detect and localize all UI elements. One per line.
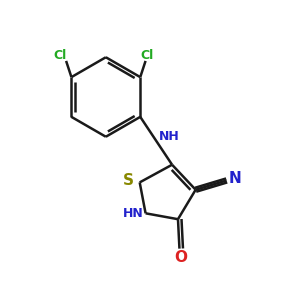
Text: HN: HN xyxy=(123,207,144,220)
Text: O: O xyxy=(174,250,188,265)
Text: Cl: Cl xyxy=(53,49,66,62)
Text: S: S xyxy=(123,173,134,188)
Text: NH: NH xyxy=(159,130,180,143)
Text: N: N xyxy=(229,172,242,187)
Text: Cl: Cl xyxy=(140,49,154,62)
